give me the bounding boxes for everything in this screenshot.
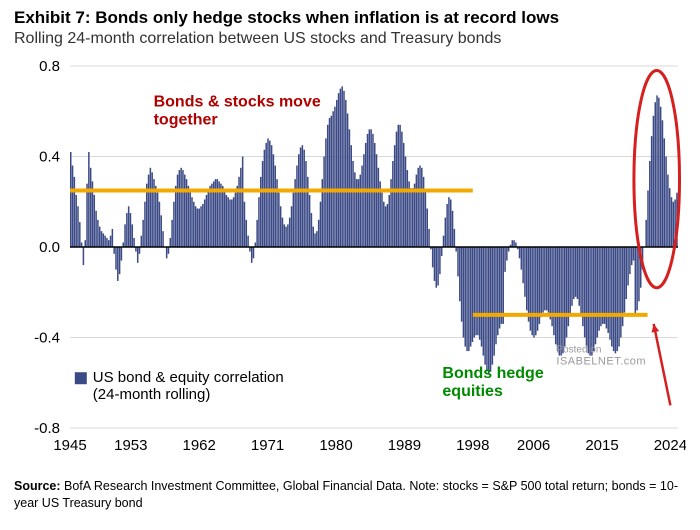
svg-text:1998: 1998 (456, 437, 489, 454)
svg-text:2006: 2006 (517, 437, 550, 454)
correlation-chart: -0.8 -0.4 0.0 0.4 0.8 1945 1953 1962 1971 1980 198… (14, 58, 686, 468)
legend-line-1: US bond & equity correlation (93, 369, 284, 386)
svg-text:-0.8: -0.8 (34, 420, 60, 437)
svg-text:1962: 1962 (183, 437, 216, 454)
annotation-0-a: Bonds & stocks move (154, 94, 321, 111)
source-text: BofA Research Investment Committee, Glob… (14, 479, 678, 510)
svg-text:1945: 1945 (53, 437, 86, 454)
svg-text:2024: 2024 (654, 437, 686, 454)
svg-text:1971: 1971 (251, 437, 284, 454)
annotation-0-b: together (154, 112, 218, 129)
annotation-1-a: Bonds hedge (442, 365, 543, 382)
svg-text:1989: 1989 (388, 437, 421, 454)
svg-text:0.8: 0.8 (39, 58, 60, 75)
exhibit-title: Exhibit 7: Bonds only hedge stocks when … (14, 8, 559, 28)
svg-text:2015: 2015 (585, 437, 618, 454)
watermark-prefix: Posted on (556, 345, 601, 356)
svg-text:0.4: 0.4 (39, 149, 60, 166)
svg-text:1953: 1953 (114, 437, 147, 454)
annotation-1-b: equities (442, 383, 503, 400)
svg-text:-0.4: -0.4 (34, 330, 60, 347)
source-footnote: Source: BofA Research Investment Committ… (14, 478, 686, 512)
exhibit-subtitle: Rolling 24-month correlation between US … (14, 30, 501, 48)
source-label: Source: (14, 479, 61, 493)
svg-text:1980: 1980 (319, 437, 352, 454)
watermark: ISABELNET.com (556, 356, 646, 368)
svg-text:0.0: 0.0 (39, 239, 60, 256)
exhibit-container: Exhibit 7: Bonds only hedge stocks when … (0, 0, 700, 530)
legend-line-2: (24-month rolling) (93, 386, 211, 403)
